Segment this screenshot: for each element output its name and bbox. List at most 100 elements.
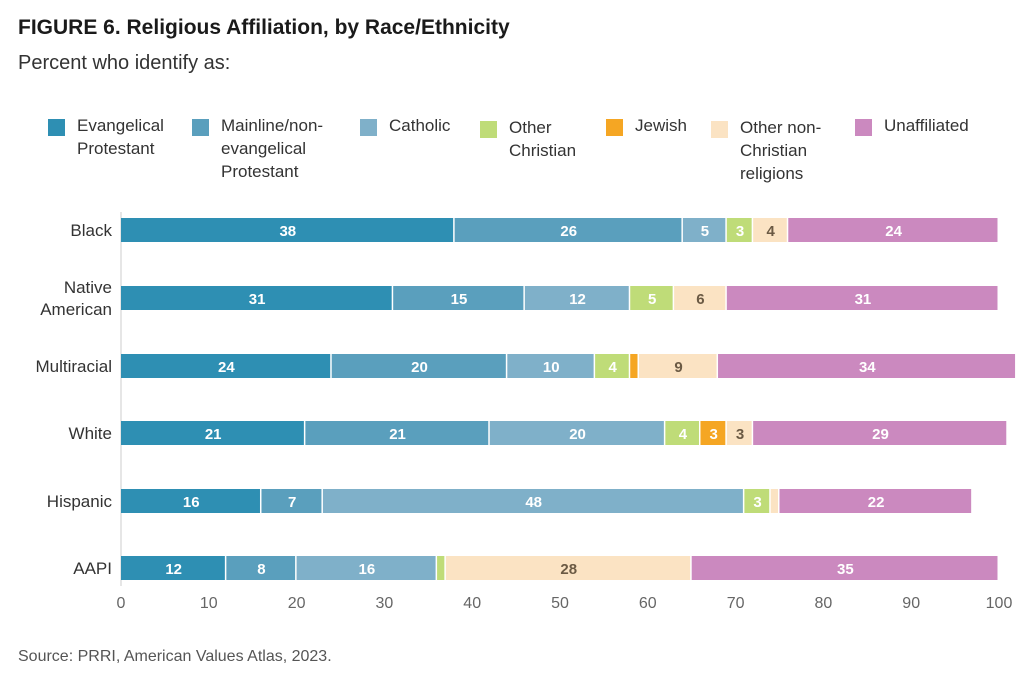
data-label: 3 [736, 426, 744, 443]
bar-hispanic-unaffiliated [779, 489, 972, 513]
chart-title: FIGURE 6. Religious Affiliation, by Race… [18, 16, 510, 39]
category-label: Black [70, 221, 112, 240]
data-label: 4 [679, 426, 688, 443]
data-label: 8 [257, 561, 265, 578]
legend-item-other-non-christian: Other non- Christian religions [711, 116, 821, 185]
bar-black-catholic [682, 218, 726, 242]
legend-item-mainline-protestant: Mainline/non- evangelical Protestant [192, 114, 323, 183]
chart-legend: Evangelical Protestant Mainline/non- eva… [0, 110, 1034, 190]
data-label: 10 [543, 359, 560, 376]
data-label: 31 [855, 291, 872, 308]
legend-item-catholic: Catholic [360, 114, 450, 137]
legend-swatch [480, 121, 497, 138]
x-tick-label: 20 [288, 595, 306, 612]
legend-item-jewish: Jewish [606, 114, 687, 137]
bar-native-american-catholic [524, 286, 629, 310]
bar-white-jewish [700, 421, 726, 445]
bar-white-unaffiliated [753, 421, 1007, 445]
data-label: 20 [411, 359, 428, 376]
data-label: 12 [569, 291, 586, 308]
category-label: American [40, 300, 112, 319]
bar-multiracial-other-non-christian-religions [639, 354, 717, 378]
legend-label: Other Christian [509, 118, 577, 160]
legend-label: Catholic [389, 116, 451, 135]
bar-white-evangelical-protestant [121, 421, 304, 445]
bar-aapi-evangelical-protestant [121, 556, 225, 580]
data-label: 4 [609, 359, 618, 376]
x-tick-label: 70 [727, 595, 745, 612]
legend-item-evangelical-protestant: Evangelical Protestant [48, 114, 164, 160]
bar-multiracial-evangelical-protestant [121, 354, 331, 378]
data-label: 15 [451, 291, 468, 308]
data-label: 12 [165, 561, 182, 578]
data-label: 9 [674, 359, 682, 376]
category-label: AAPI [73, 559, 112, 578]
data-label: 4 [767, 223, 776, 240]
x-tick-label: 0 [117, 595, 126, 612]
data-label: 20 [569, 426, 586, 443]
bar-aapi-other-christian [437, 556, 445, 580]
category-label: Native [64, 278, 112, 297]
x-tick-label: 10 [200, 595, 218, 612]
category-label: Hispanic [47, 492, 113, 511]
bar-hispanic-other-christian [744, 489, 770, 513]
x-tick-label: 100 [986, 595, 1013, 612]
legend-swatch [192, 119, 209, 136]
data-label: 31 [249, 291, 266, 308]
bar-native-american-mainline-non-evangelical-protestant [393, 286, 524, 310]
bar-multiracial-unaffiliated [718, 354, 1016, 378]
bar-aapi-other-non-christian-religions [445, 556, 691, 580]
category-label: White [69, 424, 112, 443]
data-label: 21 [389, 426, 406, 443]
legend-label: Jewish [635, 116, 687, 135]
bar-native-american-unaffiliated [726, 286, 998, 310]
source-note: Source: PRRI, American Values Atlas, 202… [18, 648, 332, 665]
data-label: 16 [358, 561, 375, 578]
x-tick-label: 50 [551, 595, 569, 612]
data-label: 28 [560, 561, 577, 578]
bar-native-american-other-non-christian-religions [674, 286, 726, 310]
bar-hispanic-other-non-christian-religions [770, 489, 778, 513]
bar-white-mainline-non-evangelical-protestant [305, 421, 489, 445]
legend-swatch [606, 119, 623, 136]
bar-native-american-other-christian [630, 286, 673, 310]
bar-hispanic-mainline-non-evangelical-protestant [261, 489, 322, 513]
bar-black-other-christian [726, 218, 752, 242]
x-tick-label: 30 [376, 595, 394, 612]
data-label: 16 [183, 494, 200, 511]
legend-item-other-christian: Other Christian [480, 116, 576, 162]
x-tick-label: 40 [463, 595, 481, 612]
chart-subtitle: Percent who identify as: [18, 52, 231, 74]
legend-label: Unaffiliated [884, 116, 969, 135]
legend-label: Evangelical Protestant [77, 116, 164, 158]
bar-multiracial-catholic [507, 354, 594, 378]
bar-black-unaffiliated [788, 218, 998, 242]
data-label: 5 [648, 291, 656, 308]
data-label: 21 [205, 426, 222, 443]
bar-native-american-evangelical-protestant [121, 286, 392, 310]
legend-swatch [360, 119, 377, 136]
bar-white-catholic [489, 421, 664, 445]
legend-item-unaffiliated: Unaffiliated [855, 114, 969, 137]
bar-aapi-catholic [296, 556, 436, 580]
bar-white-other-non-christian-religions [726, 421, 752, 445]
bar-black-other-non-christian-religions [753, 218, 787, 242]
bar-multiracial-jewish [630, 354, 638, 378]
data-label: 7 [288, 494, 296, 511]
data-label: 34 [859, 359, 876, 376]
legend-label: Mainline/non- evangelical Protestant [221, 116, 324, 181]
bar-aapi-mainline-non-evangelical-protestant [226, 556, 296, 580]
category-label: Multiracial [35, 357, 112, 376]
bar-aapi-unaffiliated [691, 556, 998, 580]
data-label: 3 [736, 223, 744, 240]
data-label: 24 [885, 223, 902, 240]
data-label: 5 [701, 223, 709, 240]
bar-multiracial-mainline-non-evangelical-protestant [331, 354, 506, 378]
bar-white-other-christian [665, 421, 699, 445]
data-label: 38 [279, 223, 296, 240]
data-label: 35 [837, 561, 854, 578]
data-label: 3 [753, 494, 761, 511]
bar-hispanic-catholic [322, 489, 743, 513]
data-label: 22 [868, 494, 885, 511]
legend-swatch [711, 121, 728, 138]
